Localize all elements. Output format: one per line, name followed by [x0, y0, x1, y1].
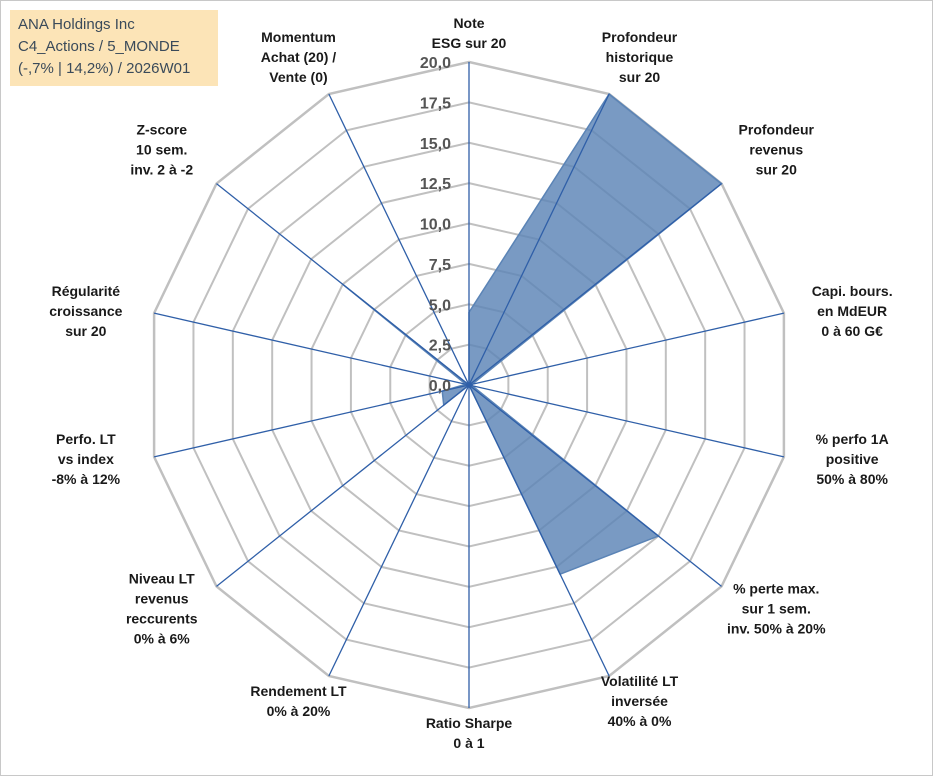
axis-label: Profondeur historique sur 20 [602, 29, 678, 85]
axis-label: Momentum Achat (20) / Vente (0) [261, 29, 337, 85]
axis-label: % perte max. sur 1 sem. inv. 50% à 20% [727, 581, 826, 637]
axis-label-line: -8% à 12% [52, 471, 121, 487]
axis-label-line: % perte max. [733, 581, 819, 597]
axis-label: Profondeur revenus sur 20 [739, 121, 815, 177]
axis-label-line: sur 1 sem. [742, 601, 811, 617]
axis-label-line: 0 à 60 G€ [821, 323, 883, 339]
tick-label: 5,0 [429, 297, 451, 314]
tick-label: 12,5 [420, 176, 451, 193]
axis-label: % perfo 1A positive 50% à 80% [816, 431, 889, 487]
axis-label: Régularité croissance sur 20 [49, 283, 122, 339]
axis-spoke [468, 93, 610, 386]
axis-label-line: Perfo. LT [56, 431, 116, 447]
axis-label-line: 50% à 80% [816, 471, 888, 487]
axis-spoke [468, 312, 785, 386]
axis-label-line: en MdEUR [817, 303, 887, 319]
axis-label-line: Profondeur [602, 29, 678, 45]
axis-label-line: inv. 50% à 20% [727, 621, 826, 637]
tick-label: 0,0 [429, 378, 451, 395]
axis-label: Ratio Sharpe 0 à 1 [426, 715, 513, 751]
axis-label-line: positive [826, 451, 879, 467]
axis-label-line: Rendement LT [250, 683, 347, 699]
axis-label-line: inv. 2 à -2 [130, 161, 193, 177]
axis-label-line: revenus [135, 591, 189, 607]
axis-spoke [468, 384, 785, 458]
tick-label: 10,0 [420, 217, 451, 234]
tick-label: 15,0 [420, 136, 451, 153]
axis-label: Niveau LT revenus reccurents 0% à 6% [126, 571, 198, 647]
axis-label-line: 0% à 20% [267, 703, 331, 719]
axis-spoke [328, 384, 470, 677]
axis-label: Z-score 10 sem. inv. 2 à -2 [130, 121, 193, 177]
radar-axis-labels: Note ESG sur 20 Profondeur historique sur 20… [49, 15, 892, 751]
tick-label: 2,5 [429, 338, 451, 355]
axis-spoke [153, 312, 470, 386]
axis-label-line: Capi. bours. [812, 283, 893, 299]
axis-spoke [328, 93, 470, 386]
axis-label-line: Profondeur [739, 121, 815, 137]
tick-label: 17,5 [420, 95, 451, 112]
axis-label-line: croissance [49, 303, 122, 319]
axis-label-line: 0% à 6% [134, 631, 191, 647]
axis-label: Capi. bours. en MdEUR 0 à 60 G€ [812, 283, 893, 339]
axis-label-line: Vente (0) [269, 69, 327, 85]
axis-label-line: Volatilité LT [601, 673, 679, 689]
axis-label-line: ESG sur 20 [432, 35, 507, 51]
axis-label-line: sur 20 [65, 323, 106, 339]
info-performance-week: (-,7% | 14,2%) / 2026W01 [18, 60, 191, 77]
axis-label-line: Régularité [52, 283, 121, 299]
axis-label-line: Ratio Sharpe [426, 715, 513, 731]
axis-label-line: inversée [611, 693, 668, 709]
axis-spoke [216, 183, 470, 386]
axis-label-line: % perfo 1A [816, 431, 889, 447]
info-category: C4_Actions / 5_MONDE [18, 38, 180, 55]
axis-label: Perfo. LT vs index -8% à 12% [52, 431, 121, 487]
axis-spoke [468, 183, 722, 386]
axis-label-line: revenus [749, 141, 803, 157]
radar-tick-labels: 0,0 2,5 5,0 7,5 10,0 12,5 15,0 17,5 20,0 [420, 55, 451, 395]
radar-axes [153, 62, 785, 708]
axis-label-line: vs index [58, 451, 114, 467]
info-box: ANA Holdings Inc C4_Actions / 5_MONDE (-… [10, 10, 218, 86]
axis-label-line: Z-score [136, 121, 187, 137]
axis-label-line: 0 à 1 [453, 735, 484, 751]
tick-label: 7,5 [429, 257, 451, 274]
axis-label-line: historique [606, 49, 674, 65]
axis-label-line: reccurents [126, 611, 198, 627]
axis-label-line: 10 sem. [136, 141, 187, 157]
axis-label: Volatilité LT inversée 40% à 0% [601, 673, 679, 729]
axis-spoke [468, 384, 722, 587]
axis-label-line: Momentum [261, 29, 336, 45]
axis-label-line: sur 20 [619, 69, 660, 85]
axis-label-line: sur 20 [756, 161, 797, 177]
axis-label-line: Note [453, 15, 484, 31]
axis-label-line: 40% à 0% [608, 713, 672, 729]
info-company-name: ANA Holdings Inc [18, 16, 135, 33]
tick-label: 20,0 [420, 55, 451, 72]
axis-label: Rendement LT 0% à 20% [250, 683, 347, 719]
axis-spoke [468, 384, 610, 677]
axis-spoke [153, 384, 470, 458]
axis-spoke [216, 384, 470, 587]
axis-label-line: Niveau LT [129, 571, 195, 587]
axis-label-line: Achat (20) / [261, 49, 337, 65]
axis-label: Note ESG sur 20 [432, 15, 507, 51]
